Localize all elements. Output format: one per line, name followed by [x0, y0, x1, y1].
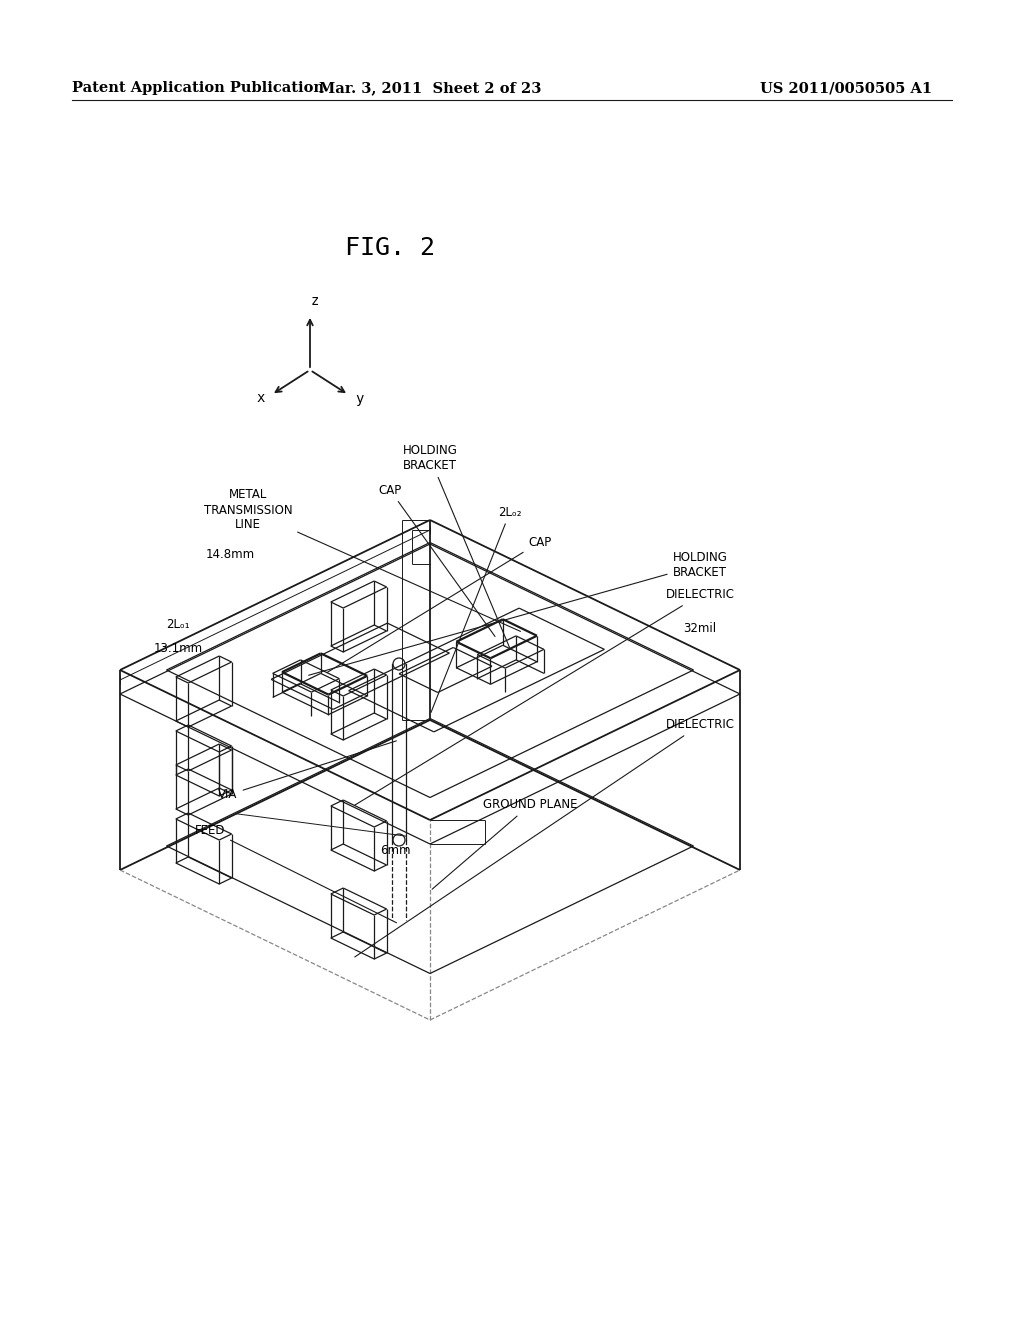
Text: 32mil: 32mil — [683, 622, 717, 635]
Text: DIELECTRIC: DIELECTRIC — [354, 718, 734, 957]
Text: CAP: CAP — [379, 483, 495, 636]
Text: US 2011/0050505 A1: US 2011/0050505 A1 — [760, 81, 932, 95]
Text: 2Lₒ₁: 2Lₒ₁ — [166, 619, 189, 631]
Text: HOLDING
BRACKET: HOLDING BRACKET — [308, 550, 727, 676]
Text: Patent Application Publication: Patent Application Publication — [72, 81, 324, 95]
Text: FIG. 2: FIG. 2 — [345, 236, 435, 260]
Text: FEED: FEED — [195, 824, 396, 923]
Text: VIA: VIA — [218, 741, 396, 801]
Text: y: y — [354, 392, 364, 405]
Text: 13.1mm: 13.1mm — [154, 642, 203, 655]
Text: CAP: CAP — [327, 536, 552, 673]
Text: 14.8mm: 14.8mm — [206, 549, 255, 561]
Text: 6mm: 6mm — [380, 843, 411, 857]
Text: z: z — [311, 294, 319, 308]
Text: METAL
TRANSMISSION
LINE: METAL TRANSMISSION LINE — [204, 488, 520, 631]
Text: x: x — [257, 392, 265, 405]
Text: GROUND PLANE: GROUND PLANE — [432, 799, 578, 890]
Text: Mar. 3, 2011  Sheet 2 of 23: Mar. 3, 2011 Sheet 2 of 23 — [318, 81, 542, 95]
Text: 2Lₒ₂: 2Lₒ₂ — [431, 506, 522, 713]
Text: DIELECTRIC: DIELECTRIC — [355, 589, 734, 805]
Text: HOLDING
BRACKET: HOLDING BRACKET — [402, 444, 510, 647]
